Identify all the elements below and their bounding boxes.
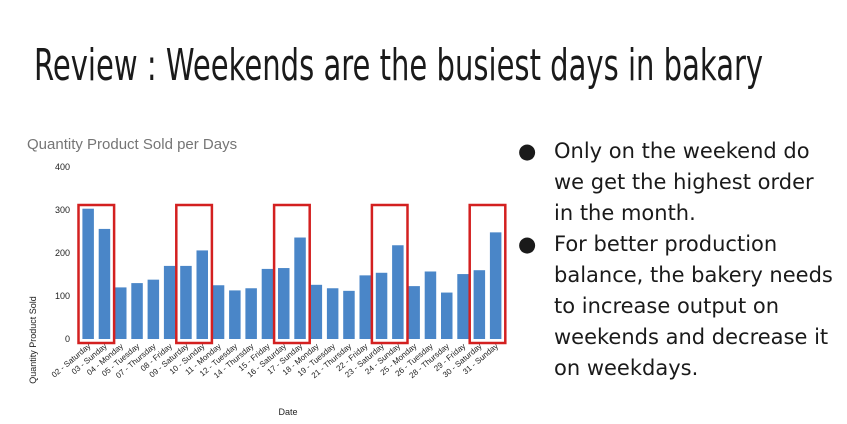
bar	[392, 245, 404, 339]
weekend-highlight-box	[175, 203, 214, 345]
bar	[163, 265, 176, 339]
bar	[489, 232, 502, 339]
x-axis-label: Date	[278, 407, 297, 417]
bar	[98, 228, 111, 339]
bar	[82, 208, 94, 339]
bar	[278, 268, 290, 339]
y-tick-label: 200	[55, 248, 70, 258]
weekend-highlight-box	[468, 203, 507, 345]
bar	[229, 290, 241, 339]
chart-title: Quantity Product Sold per Days	[27, 136, 237, 153]
bullet-text: Only on the weekend do we get the highes…	[554, 139, 814, 225]
bullet-list: ● Only on the weekend do we get the highe…	[518, 136, 838, 384]
bar	[343, 290, 355, 339]
y-axis-label: Quantity Product Sold	[28, 296, 38, 384]
y-tick-label: 0	[65, 334, 70, 344]
y-tick-label: 100	[55, 291, 70, 301]
bars	[82, 208, 502, 339]
bar	[441, 292, 453, 339]
bar	[180, 265, 192, 339]
bar-chart: Quantity Product Sold per Days Quantity …	[27, 136, 507, 417]
bar	[196, 250, 208, 339]
weekend-highlight-box	[77, 203, 116, 345]
bullet-text: For better production balance, the baker…	[554, 232, 833, 380]
bullet-item: ● Only on the weekend do we get the highe…	[518, 136, 838, 229]
weekend-highlight-box	[272, 203, 311, 345]
bar	[359, 275, 371, 339]
bar	[115, 287, 127, 339]
bar	[212, 285, 225, 339]
bar	[375, 272, 388, 339]
bar	[245, 288, 257, 339]
bar	[408, 286, 420, 339]
bar	[473, 270, 486, 339]
y-tick-label: 400	[55, 162, 70, 172]
bar	[294, 237, 306, 339]
bullet-dot: ●	[518, 232, 537, 256]
bar	[310, 284, 323, 339]
bullet-item: ● For better production balance, the bake…	[518, 229, 838, 384]
weekend-highlight-box	[370, 203, 409, 345]
y-axis-ticks: 0 100 200 300 400	[55, 162, 70, 344]
bar	[147, 279, 160, 339]
bullet-dot: ●	[518, 139, 537, 163]
bar	[424, 271, 437, 339]
weekend-highlights	[77, 203, 507, 345]
bar	[131, 283, 143, 339]
bar	[261, 268, 274, 339]
slide-title: Review : Weekends are the busiest days i…	[34, 40, 764, 91]
bar	[457, 274, 469, 339]
bar	[326, 288, 339, 339]
y-tick-label: 300	[55, 205, 70, 215]
